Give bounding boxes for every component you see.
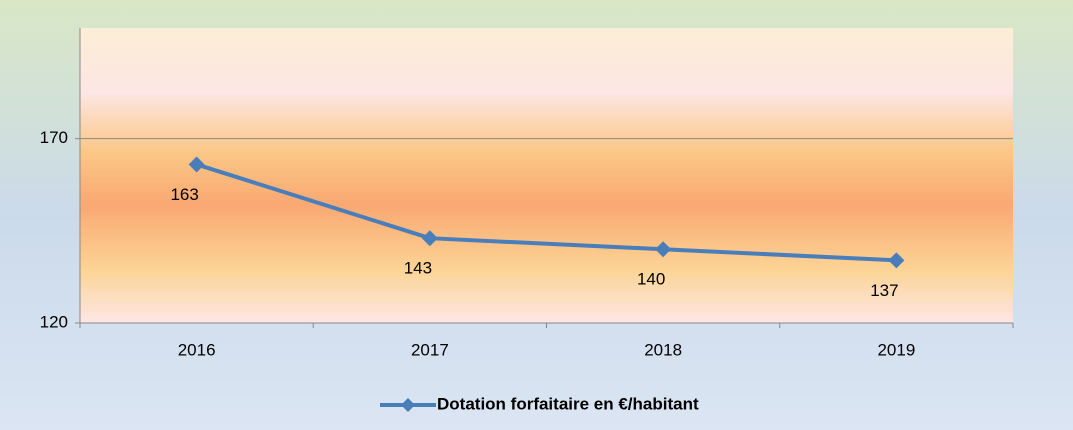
y-tick-label: 120 <box>40 312 68 331</box>
legend-marker <box>401 398 415 412</box>
data-label: 143 <box>404 259 432 278</box>
data-point <box>888 252 905 269</box>
legend-label: Dotation forfaitaire en €/habitant <box>437 394 699 413</box>
data-point <box>188 156 205 173</box>
plot-area <box>80 28 1013 323</box>
x-tick-label: 2018 <box>644 340 682 359</box>
data-point <box>421 230 438 247</box>
x-tick-label: 2019 <box>877 340 915 359</box>
data-point <box>655 241 672 258</box>
y-tick-label: 170 <box>40 128 68 147</box>
data-label: 137 <box>870 281 898 300</box>
x-tick-label: 2017 <box>411 340 449 359</box>
x-tick-label: 2016 <box>178 340 216 359</box>
data-label: 140 <box>637 270 665 289</box>
data-label: 163 <box>170 185 198 204</box>
series-line <box>196 162 897 263</box>
